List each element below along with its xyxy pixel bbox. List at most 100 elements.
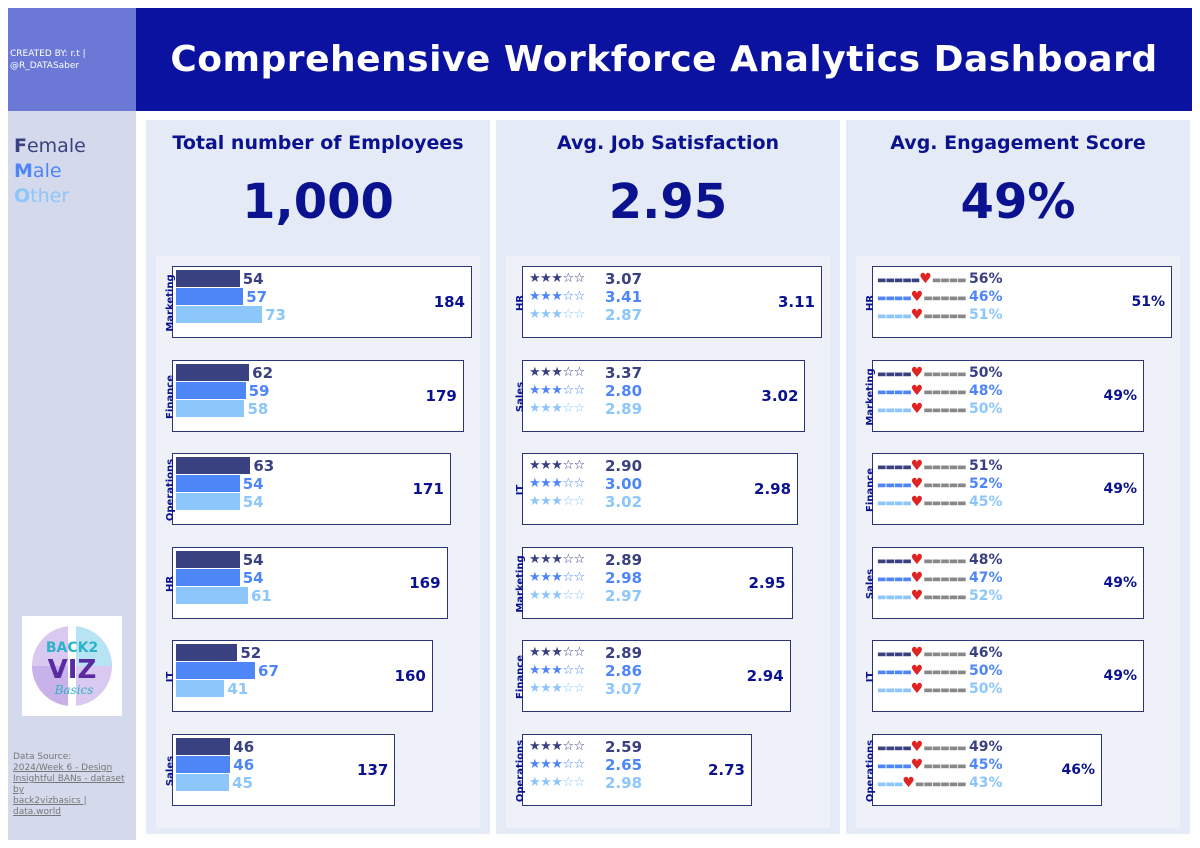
engagement-meter-finance-female: ▬▬▬▬♥▬▬▬▬▬	[877, 457, 967, 477]
chart-card-it: IT ★★★☆☆ 2.90 ★★★☆☆ 3.00 ★★★☆☆ 3.02 2.98	[515, 453, 799, 526]
stars-it-male: ★★★☆☆	[529, 476, 585, 492]
panel-employees-value: 1,000	[242, 174, 394, 230]
value-hr-other: 51%	[969, 307, 1003, 323]
chart-card-hr: HR ▬▬▬▬▬♥▬▬▬▬ 56% ▬▬▬▬♥▬▬▬▬▬ 46% ▬▬▬▬♥▬▬▬▬▬ 51…	[865, 266, 1172, 338]
category-label-hr: HR	[515, 294, 526, 312]
meter-remaining: ▬▬▬▬▬▬	[914, 779, 967, 790]
chart-card-operations: Operations ▬▬▬▬♥▬▬▬▬▬ 49% ▬▬▬▬♥▬▬▬▬▬ 45% ▬▬▬♥…	[865, 734, 1102, 806]
meter-remaining: ▬▬▬▬▬	[923, 386, 966, 398]
panel-satisfaction: Avg. Job Satisfaction 2.95 HR ★★★☆☆ 3.07 ★★…	[496, 120, 840, 834]
value-hr-other: 61	[250, 586, 272, 605]
meter-filled: ▬▬▬▬	[877, 498, 912, 510]
heart-icon: ♥	[910, 551, 924, 568]
bar-hr-other	[176, 586, 248, 604]
meter-remaining: ▬▬▬▬	[931, 275, 967, 286]
chart-card-it: IT ▬▬▬▬♥▬▬▬▬▬ 46% ▬▬▬▬♥▬▬▬▬▬ 50% ▬▬▬▬♥▬▬▬▬▬ 50…	[865, 640, 1144, 713]
stars-marketing-male: ★★★☆☆	[529, 569, 585, 585]
value-it-female: 52	[240, 644, 262, 663]
value-it-female: 2.90	[605, 457, 643, 476]
total-finance: 179	[425, 386, 457, 405]
engagement-meter-marketing-male: ▬▬▬▬♥▬▬▬▬▬	[877, 382, 967, 402]
legend-other: Other	[14, 184, 86, 209]
bar-sales-male	[176, 756, 231, 773]
value-hr-male: 3.41	[605, 288, 643, 306]
meter-remaining: ▬▬▬▬▬	[923, 462, 966, 474]
total-finance: 2.94	[746, 667, 784, 686]
bar-finance-other	[176, 399, 245, 417]
legend-male-rest: ale	[32, 160, 62, 182]
value-hr-other: 2.87	[605, 306, 643, 324]
meter-filled: ▬▬▬▬	[877, 573, 912, 585]
value-it-other: 3.02	[605, 493, 643, 512]
meter-filled: ▬▬▬▬	[877, 462, 912, 474]
chart-card-marketing: Marketing 54 57 73 184	[165, 266, 472, 338]
bar-marketing-other	[176, 306, 263, 323]
meter-filled: ▬▬▬▬	[877, 311, 912, 322]
total-finance: 49%	[1103, 481, 1137, 498]
total-it: 2.98	[754, 480, 792, 499]
value-finance-male: 52%	[969, 476, 1003, 493]
engagement-meter-operations-male: ▬▬▬▬♥▬▬▬▬▬	[877, 756, 967, 776]
meter-filled: ▬▬▬▬	[877, 386, 912, 398]
value-marketing-female: 2.89	[605, 550, 643, 569]
legend-female-initial: F	[14, 135, 27, 157]
meter-filled: ▬▬▬	[877, 779, 903, 790]
meter-remaining: ▬▬▬▬▬	[923, 743, 966, 754]
data-source-link-1[interactable]: 2024/Week 6 - Design	[13, 763, 113, 773]
engagement-meter-it-male: ▬▬▬▬♥▬▬▬▬▬	[877, 662, 967, 682]
engagement-meter-marketing-female: ▬▬▬▬♥▬▬▬▬▬	[877, 364, 967, 384]
meter-remaining: ▬▬▬▬▬	[923, 368, 966, 380]
data-source-link-2[interactable]: Insightful BANs - dataset by	[13, 774, 125, 795]
value-operations-male: 54	[242, 475, 264, 494]
value-hr-female: 56%	[969, 271, 1003, 287]
value-finance-female: 2.89	[605, 644, 643, 663]
engagement-meter-sales-female: ▬▬▬▬♥▬▬▬▬▬	[877, 551, 967, 571]
chart-card-finance: Finance ★★★☆☆ 2.89 ★★★☆☆ 2.86 ★★★☆☆ 3.07 2.94	[515, 640, 791, 713]
legend-male-initial: M	[14, 160, 33, 182]
value-operations-other: 43%	[969, 775, 1003, 791]
chart-card-operations: Operations ★★★☆☆ 2.59 ★★★☆☆ 2.65 ★★★☆☆ 2.98 2.7…	[515, 734, 752, 806]
chart-card-marketing: Marketing ▬▬▬▬♥▬▬▬▬▬ 50% ▬▬▬▬♥▬▬▬▬▬ 48% ▬▬▬▬♥…	[865, 359, 1144, 432]
value-marketing-male: 48%	[969, 382, 1003, 399]
meter-filled: ▬▬▬▬▬	[877, 275, 920, 286]
panel-employees: Total number of Employees 1,000 Marketin…	[146, 120, 490, 834]
stars-hr-male: ★★★☆☆	[529, 289, 585, 304]
bar-marketing-female	[176, 270, 240, 287]
meter-filled: ▬▬▬▬	[877, 649, 912, 661]
total-sales: 137	[357, 761, 389, 779]
stars-finance-male: ★★★☆☆	[529, 663, 585, 679]
stars-marketing-female: ★★★☆☆	[529, 551, 585, 567]
heart-icon: ♥	[910, 494, 924, 511]
stars-sales-other: ★★★☆☆	[529, 400, 585, 416]
value-operations-female: 49%	[969, 739, 1003, 755]
engagement-meter-it-other: ▬▬▬▬♥▬▬▬▬▬	[877, 680, 967, 700]
panel-engagement: Avg. Engagement Score 49% HR ▬▬▬▬▬♥▬▬▬▬ 56…	[846, 120, 1190, 834]
engagement-chart: HR ▬▬▬▬▬♥▬▬▬▬ 56% ▬▬▬▬♥▬▬▬▬▬ 46% ▬▬▬▬♥▬▬▬▬▬ 51…	[856, 256, 1180, 828]
chart-card-it: IT 52 67 41 160	[165, 640, 433, 713]
meter-remaining: ▬▬▬▬▬	[923, 667, 966, 679]
value-it-other: 41	[227, 680, 249, 699]
stars-finance-other: ★★★☆☆	[529, 681, 585, 697]
logo-text-2: VIZ	[48, 655, 97, 685]
engagement-meter-operations-female: ▬▬▬▬♥▬▬▬▬▬	[877, 738, 967, 758]
bar-sales-other	[176, 774, 230, 791]
value-sales-male: 47%	[969, 569, 1003, 586]
meter-filled: ▬▬▬▬	[877, 480, 912, 492]
engagement-meter-sales-male: ▬▬▬▬♥▬▬▬▬▬	[877, 569, 967, 589]
legend-female-rest: emale	[26, 135, 86, 157]
data-source-link-3[interactable]: back2vizbasics | data.world	[13, 796, 87, 817]
gender-legend: Female Male Other	[14, 134, 86, 209]
heart-icon: ♥	[910, 382, 924, 399]
heart-icon: ♥	[910, 645, 924, 662]
value-hr-female: 54	[242, 550, 264, 569]
bar-hr-male	[176, 568, 240, 586]
heart-icon: ♥	[910, 757, 924, 773]
legend-other-initial: O	[14, 185, 31, 207]
credit-line-2: @R_DATASaber	[10, 61, 80, 71]
meter-filled: ▬▬▬▬	[877, 591, 912, 603]
stars-operations-male: ★★★☆☆	[529, 757, 585, 772]
meter-remaining: ▬▬▬▬▬	[923, 498, 966, 510]
logo-graphic: BACK2 VIZ Basics	[32, 626, 112, 706]
heart-icon: ♥	[910, 663, 924, 680]
heart-icon: ♥	[910, 400, 924, 417]
